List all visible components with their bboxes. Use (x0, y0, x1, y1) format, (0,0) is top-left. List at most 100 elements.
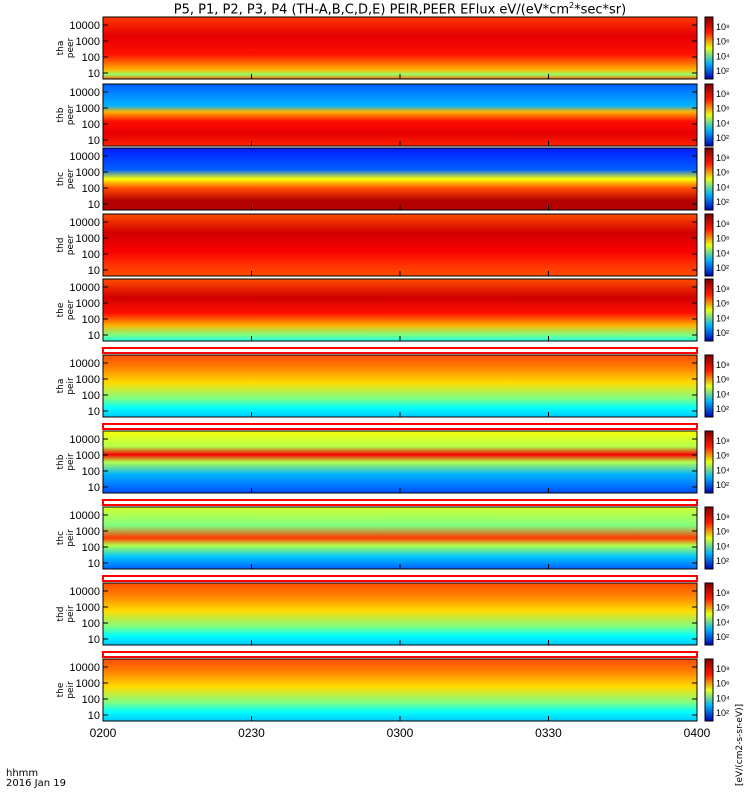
x-tick-label: 0300 (387, 726, 414, 740)
y-tick-label: 100 (82, 314, 100, 326)
x-tick-label: 0230 (238, 726, 265, 740)
colorbar-tick-label: 10⁶ (716, 168, 730, 178)
colorbar: 10⁸ 10⁶ 10⁴ 10² (704, 506, 730, 570)
panel-thc-peir: 10000 1000 100 10 10⁸ 10⁶ 10⁴ 10² (69, 499, 730, 570)
panel-label: the peir (56, 670, 76, 710)
panel-label: thb peir (56, 442, 76, 482)
colorbar-tick-label: 10⁴ (716, 541, 730, 551)
colorbar: 10⁸ 10⁶ 10⁴ 10² (704, 83, 730, 147)
colorbar-gradient (704, 430, 714, 494)
colorbar-tick-label: 10² (716, 328, 729, 338)
colorbar-tick-label: 10⁶ (716, 234, 730, 244)
colorbar-tick-label: 10² (716, 133, 729, 143)
spectrogram-image (103, 355, 697, 417)
y-tick-label: 100 (82, 390, 100, 402)
colorbar-tick-label: 10⁴ (716, 693, 730, 703)
y-tick-label: 100 (82, 542, 100, 554)
fill-stripe (102, 651, 698, 658)
colorbar-tick-label: 10⁴ (716, 51, 730, 61)
panel-label: tha peir (56, 366, 76, 406)
colorbar-tick-label: 10⁸ (716, 664, 730, 674)
y-tick-label: 10000 (69, 434, 100, 446)
colorbar: 10⁸ 10⁶ 10⁴ 10² (704, 430, 730, 494)
colorbar: 10⁸ 10⁶ 10⁴ 10² (704, 16, 730, 80)
colorbar-tick-label: 10⁸ (716, 284, 730, 294)
panel-label-probe: thb (56, 107, 66, 123)
y-tick-label: 100 (82, 52, 100, 64)
y-tick-label: 100 (82, 694, 100, 706)
x-tick-label: 0400 (684, 726, 711, 740)
y-tick-label: 10000 (69, 282, 100, 294)
panel-label-probe: thb (56, 454, 66, 470)
y-tick-label: 10 (88, 406, 100, 418)
panel-label: the peer (56, 290, 76, 330)
panel-thb-peer: 10000 1000 100 10 10⁸ 10⁶ 10⁴ 10² (69, 83, 730, 147)
colorbar: 10⁸ 10⁶ 10⁴ 10² (704, 582, 730, 646)
spectrogram-image (103, 431, 697, 493)
y-tick-label: 1000 (76, 374, 100, 386)
panel-label-probe: thc (56, 530, 66, 546)
panel-label: thc peir (56, 518, 76, 558)
spectrogram-image (103, 279, 697, 341)
x-tick-label: 0330 (535, 726, 562, 740)
colorbar-tick-label: 10⁸ (716, 153, 730, 163)
y-tick-label: 10000 (69, 151, 100, 163)
colorbar: 10⁸ 10⁶ 10⁴ 10² (704, 213, 730, 277)
panel-thd-peir: 10000 1000 100 10 10⁸ 10⁶ 10⁴ 10² (69, 575, 730, 646)
panel-label-species: peir (66, 377, 76, 395)
y-tick-label: 10000 (69, 20, 100, 32)
colorbar-gradient (704, 278, 714, 342)
panel-thd-peer: 10000 1000 100 10 10⁸ 10⁶ 10⁴ 10² (69, 213, 730, 277)
panel-label-species: peer (66, 37, 76, 59)
colorbar-tick-label: 10⁸ (716, 588, 730, 598)
panel-label-probe: the (56, 682, 66, 698)
colorbar: 10⁸ 10⁶ 10⁴ 10² (704, 658, 730, 722)
y-tick-label: 1000 (76, 233, 100, 245)
panel-label-species: peir (66, 453, 76, 471)
y-tick-label: 10 (88, 330, 100, 342)
y-tick-label: 1000 (76, 103, 100, 115)
y-tick-label: 1000 (76, 678, 100, 690)
panel-tha-peir: 10000 1000 100 10 10⁸ 10⁶ 10⁴ 10² (69, 347, 730, 418)
colorbar-tick-label: 10⁴ (716, 248, 730, 258)
y-tick-label: 10 (88, 68, 100, 80)
panel-label: thb peer (56, 95, 76, 135)
colorbar-tick-label: 10² (716, 263, 729, 273)
x-corner-label: hhmm (6, 768, 39, 779)
fill-stripe (102, 499, 698, 506)
spectrogram-image (103, 214, 697, 276)
colorbar-tick-label: 10⁶ (716, 299, 730, 309)
spectrogram-image (103, 507, 697, 569)
panel-label-species: peir (66, 529, 76, 547)
panel-label-probe: tha (56, 378, 66, 394)
y-tick-label: 1000 (76, 36, 100, 48)
panel-label-probe: tha (56, 40, 66, 56)
y-tick-label: 1000 (76, 450, 100, 462)
colorbar-gradient (704, 213, 714, 277)
y-tick-label: 100 (82, 618, 100, 630)
y-tick-label: 10 (88, 710, 100, 722)
y-tick-label: 100 (82, 183, 100, 195)
colorbar-units: [eV/(cm2-s-sr-eV)] (735, 703, 745, 786)
colorbar-tick-label: 10⁶ (716, 603, 730, 613)
colorbar: 10⁸ 10⁶ 10⁴ 10² (704, 147, 730, 211)
y-tick-label: 10000 (69, 358, 100, 370)
colorbar-tick-label: 10⁸ (716, 22, 730, 32)
colorbar-tick-label: 10² (716, 556, 729, 566)
panel-label: tha peer (56, 28, 76, 68)
panel-label: thd peer (56, 225, 76, 265)
colorbar-tick-label: 10⁴ (716, 465, 730, 475)
panel-label-probe: thc (56, 171, 66, 187)
colorbar-tick-label: 10² (716, 66, 729, 76)
colorbar-tick-label: 10⁴ (716, 313, 730, 323)
y-tick-label: 1000 (76, 298, 100, 310)
y-tick-label: 10 (88, 135, 100, 147)
panel-the-peir: 10000 1000 100 10 10⁸ 10⁶ 10⁴ 10² (69, 651, 730, 722)
y-tick-label: 10 (88, 558, 100, 570)
y-tick-label: 10000 (69, 586, 100, 598)
colorbar-tick-label: 10⁶ (716, 451, 730, 461)
colorbar-tick-label: 10⁶ (716, 104, 730, 114)
date-label: 2016 Jan 19 (6, 778, 66, 789)
y-tick-label: 10000 (69, 662, 100, 674)
chart-title: P5, P1, P2, P3, P4 (TH-A,B,C,D,E) PEIR,P… (173, 1, 627, 18)
